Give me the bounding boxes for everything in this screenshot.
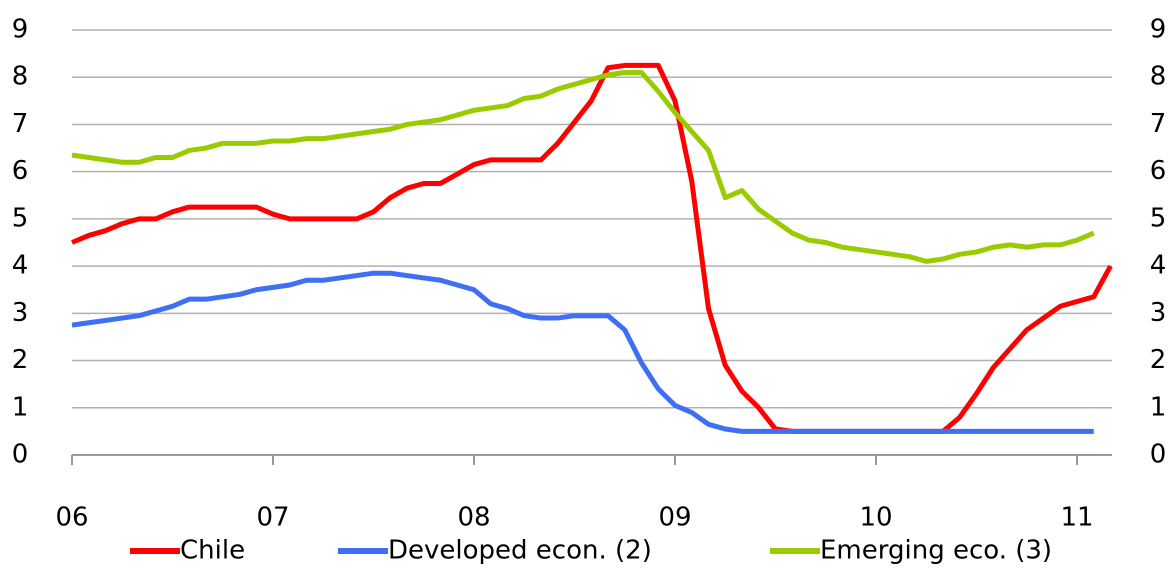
y2-tick-label: 5 xyxy=(1150,203,1167,233)
series-line xyxy=(71,270,1094,434)
x-tick-label: 06 xyxy=(55,503,88,533)
y2-tick-label: 7 xyxy=(1150,109,1167,139)
y2-tick-label: 8 xyxy=(1150,62,1167,92)
y-tick-label: 5 xyxy=(12,203,29,233)
series-line xyxy=(71,62,1113,434)
y2-tick-label: 1 xyxy=(1150,392,1167,422)
y-tick-label: 8 xyxy=(12,62,29,92)
y-tick-label: 2 xyxy=(12,345,29,375)
x-tick-label: 07 xyxy=(256,503,289,533)
y2-tick-label: 6 xyxy=(1150,156,1167,186)
x-tick-label: 09 xyxy=(658,503,691,533)
legend-label: Emerging eco. (3) xyxy=(820,536,1052,566)
x-tick-label: 08 xyxy=(457,503,490,533)
y2-tick-label: 4 xyxy=(1150,251,1167,281)
x-tick-label: 11 xyxy=(1060,503,1093,533)
y-tick-label: 6 xyxy=(12,156,29,186)
legend-label: Chile xyxy=(180,536,245,566)
y2-tick-label: 9 xyxy=(1150,15,1167,45)
y-tick-label: 1 xyxy=(12,392,29,422)
y-tick-label: 3 xyxy=(12,298,29,328)
y-tick-label: 9 xyxy=(12,15,29,45)
y-tick-label: 7 xyxy=(12,109,29,139)
y2-tick-label: 2 xyxy=(1150,345,1167,375)
x-tick-label: 10 xyxy=(859,503,892,533)
y-tick-label: 4 xyxy=(12,251,29,281)
y2-tick-label: 3 xyxy=(1150,298,1167,328)
y2-tick-label: 0 xyxy=(1150,440,1167,470)
y-tick-label: 0 xyxy=(12,440,29,470)
legend-label: Developed econ. (2) xyxy=(388,536,652,566)
series-line xyxy=(71,70,1095,264)
